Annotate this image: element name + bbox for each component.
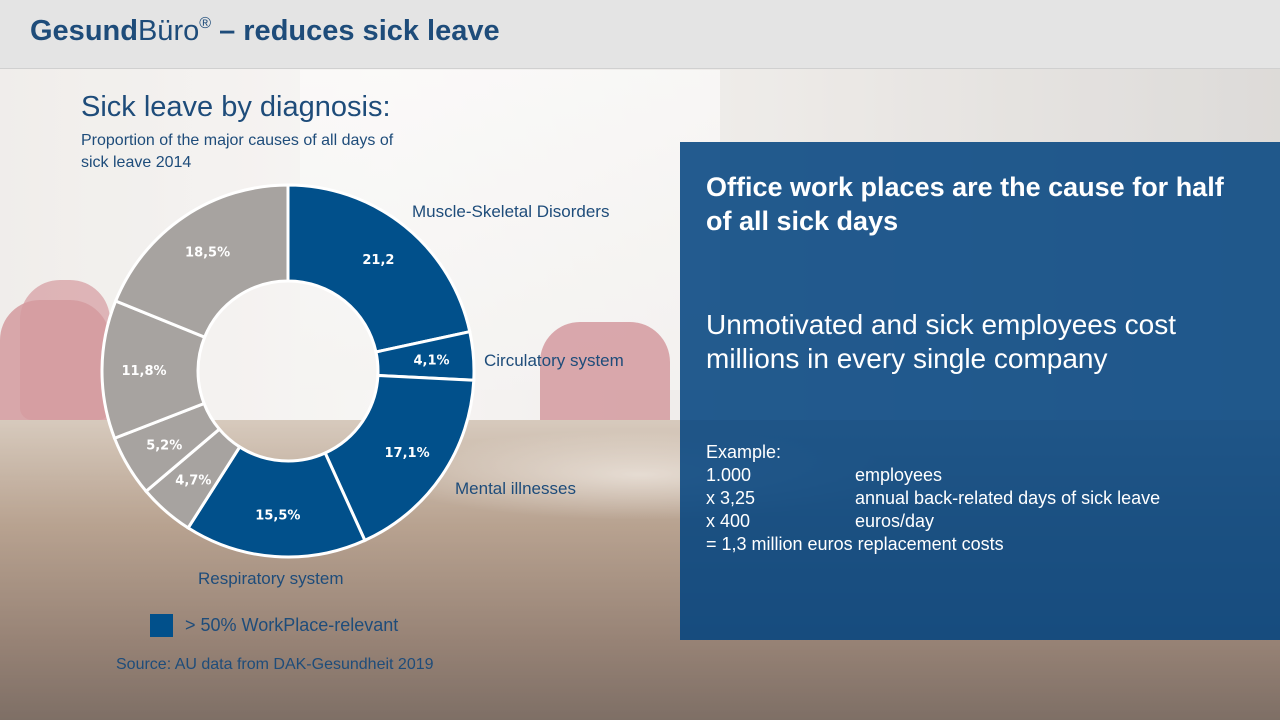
donut-value-labels: 21,2 4,1% 17,1% 15,5% 4,7% 5,2% 11,8% 18,5% [121,246,449,524]
slide-title: GesundBüro® – reduces sick leave [30,15,500,48]
example-value: 1.000 [706,465,752,485]
donut-slice-other-7 [113,183,290,340]
source-note: Source: AU data from DAK-Gesundheit 2019 [116,656,434,673]
example-desc: euros/day [855,511,935,531]
example-result: = 1,3 million euros replacement costs [706,534,1004,554]
chart-legend: > 50% WorkPlace-relevant [150,613,398,637]
example-label: Example: [706,442,782,462]
example-calculation: Example: 1.000 employees x 3,25 annual b… [706,441,1266,556]
example-row: x 400 euros/day [706,510,1266,533]
legend-label-workplace: > 50% WorkPlace-relevant [185,614,399,635]
donut-segments [100,183,476,559]
brand-light: Büro [137,15,200,47]
category-label-muscle-skeletal-disorders: Muscle-Skeletal Disorders [412,202,609,221]
donut-slice-respiratory-system [186,444,367,559]
info-panel: Office work places are the cause for hal… [680,142,1280,640]
registered-mark: ® [199,15,212,32]
panel-headline: Office work places are the cause for hal… [706,172,1224,236]
donut-chart: 21,2 4,1% 17,1% 15,5% 4,7% 5,2% 11,8% 18,5% Mus… [100,183,624,588]
donut-slice-mental-illnesses [323,373,476,543]
example-desc: annual back-related days of sick leave [855,488,1161,508]
example-value: x 400 [706,511,751,531]
title-rest: – reduces sick leave [211,15,500,47]
header-bar: GesundBüro® – reduces sick leave [0,0,1280,69]
example-row: 1.000 employees [706,464,1266,487]
example-value: x 3,25 [706,488,756,508]
donut-value-label: 11,8% [121,364,166,379]
chart-heading: Sick leave by diagnosis: [81,91,391,123]
donut-slice-muscle-skeletal-disorders [286,183,472,354]
category-label-mental-illnesses: Mental illnesses [455,479,576,498]
donut-value-label: 15,5% [255,509,300,524]
example-row: x 3,25 annual back-related days of sick … [706,487,1266,510]
donut-value-label: 18,5% [185,246,230,261]
donut-category-labels: Muscle-Skeletal Disorders Circulatory sys… [198,202,624,588]
donut-value-label: 5,2% [146,439,182,454]
legend-swatch-workplace [150,613,173,637]
example-desc: employees [855,465,943,485]
donut-value-label: 4,1% [413,353,449,368]
category-label-respiratory-system: Respiratory system [198,569,343,588]
background-chair [20,280,110,420]
chart-subtitle: Proportion of the major causes of all da… [81,132,394,171]
donut-value-label: 17,1% [385,446,430,461]
brand-bold: Gesund [30,15,138,47]
donut-value-label: 4,7% [175,474,211,489]
donut-value-label: 21,2 [362,253,394,268]
category-label-circulatory-system: Circulatory system [484,351,624,370]
panel-claim: Unmotivated and sick employees cost mill… [706,309,1176,374]
